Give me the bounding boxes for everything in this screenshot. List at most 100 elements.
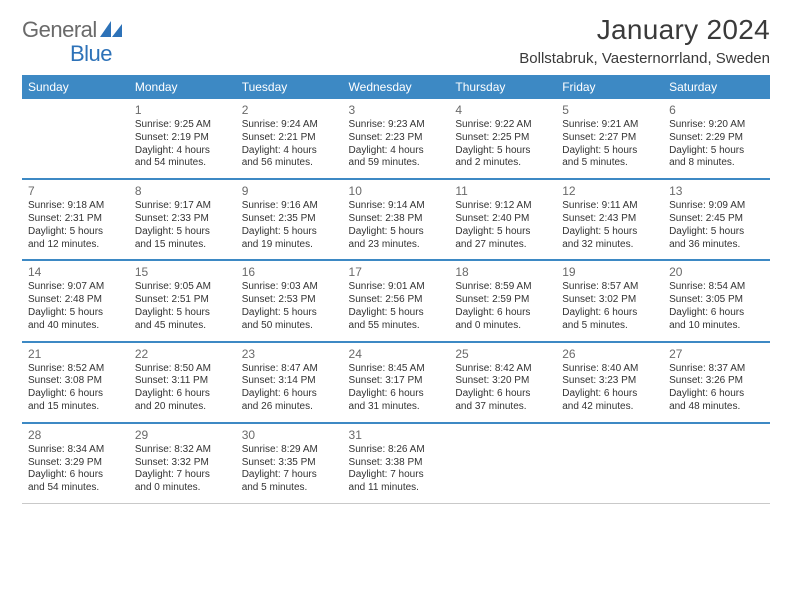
calendar-table: SundayMondayTuesdayWednesdayThursdayFrid… xyxy=(22,75,770,504)
logo-sail-icon xyxy=(100,21,122,37)
detail-line: Sunrise: 9:22 AM xyxy=(455,119,550,132)
day-details: Sunrise: 8:50 AMSunset: 3:11 PMDaylight:… xyxy=(135,363,230,414)
day-details: Sunrise: 9:25 AMSunset: 2:19 PMDaylight:… xyxy=(135,119,230,170)
detail-line: Daylight: 5 hours xyxy=(669,226,764,239)
calendar-cell: 3Sunrise: 9:23 AMSunset: 2:23 PMDaylight… xyxy=(343,99,450,179)
detail-line: Sunrise: 9:05 AM xyxy=(135,281,230,294)
detail-line: Daylight: 6 hours xyxy=(455,307,550,320)
calendar-cell: 14Sunrise: 9:07 AMSunset: 2:48 PMDayligh… xyxy=(22,260,129,341)
day-number: 28 xyxy=(28,424,123,444)
calendar-cell: 4Sunrise: 9:22 AMSunset: 2:25 PMDaylight… xyxy=(449,99,556,179)
day-number: 24 xyxy=(349,343,444,363)
weekday-header: Wednesday xyxy=(343,75,450,99)
calendar-cell: 1Sunrise: 9:25 AMSunset: 2:19 PMDaylight… xyxy=(129,99,236,179)
day-details: Sunrise: 9:17 AMSunset: 2:33 PMDaylight:… xyxy=(135,200,230,251)
day-number: 27 xyxy=(669,343,764,363)
detail-line: and 10 minutes. xyxy=(669,320,764,333)
calendar-page: General Blue January 2024 Bollstabruk, V… xyxy=(0,0,792,504)
day-details: Sunrise: 9:05 AMSunset: 2:51 PMDaylight:… xyxy=(135,281,230,332)
detail-line: Sunrise: 9:14 AM xyxy=(349,200,444,213)
detail-line: Daylight: 7 hours xyxy=(135,469,230,482)
day-number: 21 xyxy=(28,343,123,363)
detail-line: Sunset: 3:23 PM xyxy=(562,375,657,388)
day-details: Sunrise: 9:07 AMSunset: 2:48 PMDaylight:… xyxy=(28,281,123,332)
detail-line: Sunset: 2:31 PM xyxy=(28,213,123,226)
day-details: Sunrise: 9:09 AMSunset: 2:45 PMDaylight:… xyxy=(669,200,764,251)
weekday-header: Tuesday xyxy=(236,75,343,99)
header-row: General Blue January 2024 Bollstabruk, V… xyxy=(22,14,770,67)
detail-line: and 20 minutes. xyxy=(135,401,230,414)
detail-line: Sunset: 2:19 PM xyxy=(135,132,230,145)
day-details: Sunrise: 9:22 AMSunset: 2:25 PMDaylight:… xyxy=(455,119,550,170)
detail-line: Daylight: 5 hours xyxy=(135,226,230,239)
detail-line: Daylight: 6 hours xyxy=(562,388,657,401)
calendar-cell xyxy=(663,423,770,504)
detail-line: and 5 minutes. xyxy=(562,320,657,333)
calendar-week-row: 1Sunrise: 9:25 AMSunset: 2:19 PMDaylight… xyxy=(22,99,770,179)
day-details: Sunrise: 8:37 AMSunset: 3:26 PMDaylight:… xyxy=(669,363,764,414)
detail-line: Sunset: 3:29 PM xyxy=(28,457,123,470)
day-details: Sunrise: 9:11 AMSunset: 2:43 PMDaylight:… xyxy=(562,200,657,251)
detail-line: and 50 minutes. xyxy=(242,320,337,333)
detail-line: Sunset: 3:32 PM xyxy=(135,457,230,470)
calendar-cell: 23Sunrise: 8:47 AMSunset: 3:14 PMDayligh… xyxy=(236,342,343,423)
detail-line: Daylight: 5 hours xyxy=(562,226,657,239)
day-details: Sunrise: 8:29 AMSunset: 3:35 PMDaylight:… xyxy=(242,444,337,495)
detail-line: Sunrise: 9:20 AM xyxy=(669,119,764,132)
day-details: Sunrise: 9:24 AMSunset: 2:21 PMDaylight:… xyxy=(242,119,337,170)
day-number: 29 xyxy=(135,424,230,444)
detail-line: and 15 minutes. xyxy=(135,239,230,252)
calendar-cell: 12Sunrise: 9:11 AMSunset: 2:43 PMDayligh… xyxy=(556,179,663,260)
detail-line: Daylight: 7 hours xyxy=(349,469,444,482)
day-details: Sunrise: 8:59 AMSunset: 2:59 PMDaylight:… xyxy=(455,281,550,332)
day-number: 31 xyxy=(349,424,444,444)
detail-line: and 48 minutes. xyxy=(669,401,764,414)
detail-line: and 8 minutes. xyxy=(669,157,764,170)
detail-line: Sunrise: 8:54 AM xyxy=(669,281,764,294)
day-number: 1 xyxy=(135,99,230,119)
calendar-body: 1Sunrise: 9:25 AMSunset: 2:19 PMDaylight… xyxy=(22,99,770,503)
detail-line: Sunrise: 8:42 AM xyxy=(455,363,550,376)
detail-line: Daylight: 6 hours xyxy=(135,388,230,401)
detail-line: and 45 minutes. xyxy=(135,320,230,333)
detail-line: Sunset: 2:59 PM xyxy=(455,294,550,307)
detail-line: Sunset: 3:02 PM xyxy=(562,294,657,307)
calendar-cell: 15Sunrise: 9:05 AMSunset: 2:51 PMDayligh… xyxy=(129,260,236,341)
calendar-week-row: 14Sunrise: 9:07 AMSunset: 2:48 PMDayligh… xyxy=(22,260,770,341)
detail-line: Sunset: 3:05 PM xyxy=(669,294,764,307)
day-number: 12 xyxy=(562,180,657,200)
detail-line: Sunrise: 9:21 AM xyxy=(562,119,657,132)
day-details: Sunrise: 9:21 AMSunset: 2:27 PMDaylight:… xyxy=(562,119,657,170)
detail-line: and 55 minutes. xyxy=(349,320,444,333)
detail-line: Sunrise: 9:07 AM xyxy=(28,281,123,294)
day-details: Sunrise: 8:47 AMSunset: 3:14 PMDaylight:… xyxy=(242,363,337,414)
day-number: 8 xyxy=(135,180,230,200)
calendar-week-row: 21Sunrise: 8:52 AMSunset: 3:08 PMDayligh… xyxy=(22,342,770,423)
detail-line: Daylight: 5 hours xyxy=(669,145,764,158)
month-title: January 2024 xyxy=(519,14,770,46)
detail-line: Sunset: 2:45 PM xyxy=(669,213,764,226)
detail-line: Daylight: 6 hours xyxy=(455,388,550,401)
detail-line: Daylight: 7 hours xyxy=(242,469,337,482)
calendar-cell: 22Sunrise: 8:50 AMSunset: 3:11 PMDayligh… xyxy=(129,342,236,423)
detail-line: and 5 minutes. xyxy=(562,157,657,170)
day-number: 16 xyxy=(242,261,337,281)
day-details: Sunrise: 9:23 AMSunset: 2:23 PMDaylight:… xyxy=(349,119,444,170)
day-number: 4 xyxy=(455,99,550,119)
weekday-header: Saturday xyxy=(663,75,770,99)
logo-text-blue: Blue xyxy=(70,41,112,66)
detail-line: Sunrise: 8:40 AM xyxy=(562,363,657,376)
day-details: Sunrise: 8:57 AMSunset: 3:02 PMDaylight:… xyxy=(562,281,657,332)
day-details: Sunrise: 9:18 AMSunset: 2:31 PMDaylight:… xyxy=(28,200,123,251)
detail-line: Daylight: 4 hours xyxy=(242,145,337,158)
calendar-cell: 11Sunrise: 9:12 AMSunset: 2:40 PMDayligh… xyxy=(449,179,556,260)
calendar-cell: 26Sunrise: 8:40 AMSunset: 3:23 PMDayligh… xyxy=(556,342,663,423)
day-details: Sunrise: 9:20 AMSunset: 2:29 PMDaylight:… xyxy=(669,119,764,170)
day-details: Sunrise: 8:52 AMSunset: 3:08 PMDaylight:… xyxy=(28,363,123,414)
day-number: 15 xyxy=(135,261,230,281)
day-details: Sunrise: 9:03 AMSunset: 2:53 PMDaylight:… xyxy=(242,281,337,332)
day-number: 3 xyxy=(349,99,444,119)
detail-line: and 12 minutes. xyxy=(28,239,123,252)
detail-line: Sunrise: 9:25 AM xyxy=(135,119,230,132)
day-number: 20 xyxy=(669,261,764,281)
